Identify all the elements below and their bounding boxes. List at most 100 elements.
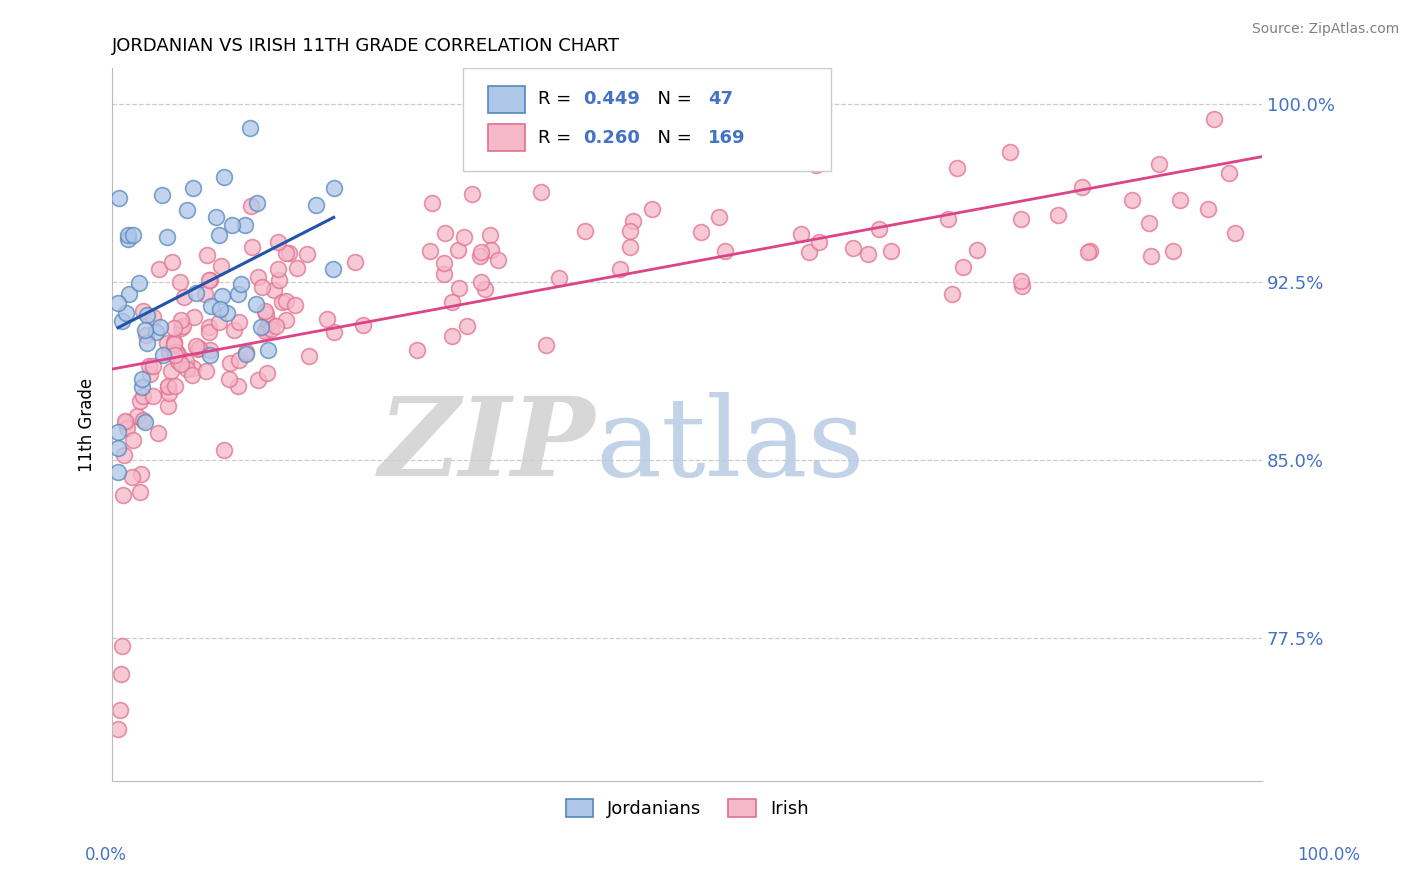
Point: [122, 433, 145, 447]
Point: [1046, 208, 1069, 222]
Point: [114, 449, 136, 463]
Point: [149, 319, 172, 334]
Point: [128, 276, 150, 290]
Point: [343, 255, 366, 269]
Point: [713, 244, 735, 258]
Point: [107, 722, 129, 736]
Point: [187, 342, 209, 356]
Point: [117, 227, 139, 242]
Point: [129, 484, 152, 499]
Point: [433, 255, 456, 269]
Point: [1010, 274, 1032, 288]
Point: [453, 229, 475, 244]
FancyBboxPatch shape: [488, 124, 524, 152]
Point: [574, 223, 596, 237]
Point: [107, 425, 129, 439]
Y-axis label: 11th Grade: 11th Grade: [79, 377, 96, 472]
Point: [142, 359, 165, 373]
Point: [128, 394, 150, 409]
Point: [808, 235, 831, 250]
Point: [172, 319, 194, 334]
Point: [1121, 193, 1143, 207]
Point: [173, 290, 195, 304]
Point: [868, 221, 890, 235]
Point: [122, 228, 145, 243]
Point: [160, 364, 183, 378]
Point: [797, 244, 820, 259]
Point: [1078, 244, 1101, 258]
Point: [226, 286, 249, 301]
Point: [218, 372, 240, 386]
Point: [115, 305, 138, 319]
Point: [239, 120, 262, 135]
Point: [156, 380, 179, 394]
Point: [219, 356, 242, 370]
Point: [440, 294, 463, 309]
Point: [1010, 212, 1032, 227]
Legend: Jordanians, Irish: Jordanians, Irish: [558, 792, 815, 825]
Point: [419, 244, 441, 258]
Point: [804, 158, 827, 172]
Point: [211, 288, 233, 302]
Point: [134, 322, 156, 336]
Point: [108, 191, 131, 205]
Point: [474, 282, 496, 296]
Text: atlas: atlas: [595, 392, 865, 500]
Point: [432, 267, 454, 281]
Point: [530, 185, 553, 199]
Text: N =: N =: [645, 90, 703, 108]
Point: [107, 465, 129, 479]
Point: [322, 261, 344, 276]
Point: [163, 321, 186, 335]
Point: [254, 322, 277, 336]
Point: [276, 312, 298, 326]
Point: [486, 252, 509, 267]
Point: [163, 341, 186, 355]
Point: [841, 241, 863, 255]
Point: [208, 301, 231, 316]
Point: [274, 293, 297, 308]
Point: [470, 275, 492, 289]
Point: [254, 324, 277, 338]
Point: [194, 286, 217, 301]
Point: [169, 276, 191, 290]
Point: [405, 343, 427, 358]
Point: [260, 322, 283, 336]
Point: [420, 195, 443, 210]
Point: [619, 224, 641, 238]
Point: [941, 287, 963, 301]
Point: [183, 310, 205, 324]
Point: [283, 298, 305, 312]
Point: [115, 415, 138, 429]
Point: [256, 307, 278, 321]
Point: [945, 161, 967, 175]
Point: [152, 348, 174, 362]
Text: 169: 169: [707, 128, 745, 147]
FancyBboxPatch shape: [488, 86, 524, 113]
Point: [163, 337, 186, 351]
Point: [256, 343, 278, 357]
Point: [150, 187, 173, 202]
Point: [170, 313, 193, 327]
Point: [138, 367, 160, 381]
Text: Source: ZipAtlas.com: Source: ZipAtlas.com: [1251, 22, 1399, 37]
Point: [117, 421, 139, 435]
Point: [352, 318, 374, 333]
Point: [107, 296, 129, 310]
Point: [180, 368, 202, 382]
FancyBboxPatch shape: [463, 68, 831, 171]
Point: [146, 426, 169, 441]
Point: [134, 416, 156, 430]
Point: [148, 262, 170, 277]
Point: [198, 343, 221, 357]
Point: [263, 283, 285, 297]
Point: [184, 285, 207, 300]
Point: [165, 348, 187, 362]
Point: [157, 344, 180, 359]
Point: [111, 639, 134, 653]
Point: [247, 373, 270, 387]
Point: [1077, 244, 1099, 259]
Point: [254, 304, 277, 318]
Point: [200, 273, 222, 287]
Point: [195, 364, 218, 378]
